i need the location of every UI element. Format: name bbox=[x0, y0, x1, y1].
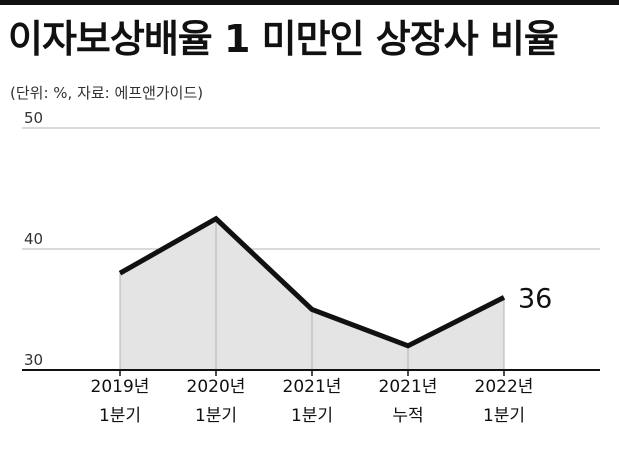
x-tick-label-line2: 1분기 bbox=[195, 406, 237, 426]
x-tick-label: 2021년 bbox=[283, 377, 342, 397]
y-tick-label: 50 bbox=[24, 109, 43, 127]
x-tick-label-line2: 1분기 bbox=[291, 406, 333, 426]
x-tick-label-line2: 1분기 bbox=[483, 406, 525, 426]
chart-title: 이자보상배율 1 미만인 상장사 비율 bbox=[8, 17, 559, 61]
x-tick-label: 2020년 bbox=[187, 377, 246, 397]
y-tick-label: 40 bbox=[24, 230, 43, 248]
data-label: 36 bbox=[518, 283, 552, 314]
x-tick-label-line2: 누적 bbox=[392, 406, 423, 426]
x-tick-label-line2: 1분기 bbox=[99, 406, 141, 426]
chart-subtitle: (단위: %, 자료: 에프앤가이드) bbox=[10, 84, 204, 102]
top-rule bbox=[0, 0, 619, 5]
x-tick-label: 2021년 bbox=[379, 377, 438, 397]
x-tick-label: 2022년 bbox=[475, 377, 534, 397]
x-tick-label: 2019년 bbox=[91, 377, 150, 397]
y-tick-label: 30 bbox=[24, 351, 43, 369]
